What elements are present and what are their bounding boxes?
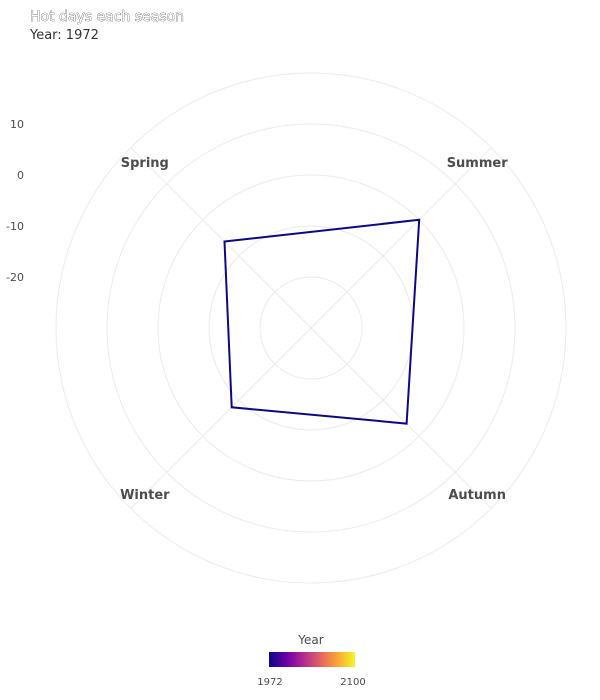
grid-circle xyxy=(259,276,363,380)
color-legend: Year 1972 2100 xyxy=(257,633,365,688)
radial-tick-labels: 10 0 -10 -20 xyxy=(6,118,24,284)
grid-circle xyxy=(157,174,465,482)
radial-tick-label: 0 xyxy=(17,169,24,182)
radial-tick-label: 10 xyxy=(10,118,24,131)
legend-max-label: 2100 xyxy=(340,677,365,688)
chart-title: Hot days each season xyxy=(30,9,184,25)
series-layer xyxy=(223,218,421,425)
legend-min-label: 1972 xyxy=(257,677,282,688)
chart-subtitle: Year: 1972 xyxy=(29,28,99,43)
spoke-line xyxy=(130,147,312,329)
category-label-autumn: Autumn xyxy=(448,488,506,503)
category-labels: Spring Summer Autumn Winter xyxy=(120,156,508,503)
radial-tick-label: -20 xyxy=(6,271,24,284)
spoke-line xyxy=(130,327,312,509)
grid-circle xyxy=(106,123,516,533)
category-label-summer: Summer xyxy=(447,156,509,171)
category-label-winter: Winter xyxy=(120,488,170,503)
legend-title: Year xyxy=(297,633,323,647)
radial-tick-label: -10 xyxy=(6,220,24,233)
category-label-spring: Spring xyxy=(121,156,169,171)
grid-circle xyxy=(55,72,567,584)
spoke-line xyxy=(310,327,492,509)
grid-circles xyxy=(55,72,567,584)
spokes xyxy=(130,147,492,509)
spoke-line xyxy=(310,147,492,329)
legend-colorbar xyxy=(269,652,355,667)
series-polygon-1972 xyxy=(223,218,421,425)
